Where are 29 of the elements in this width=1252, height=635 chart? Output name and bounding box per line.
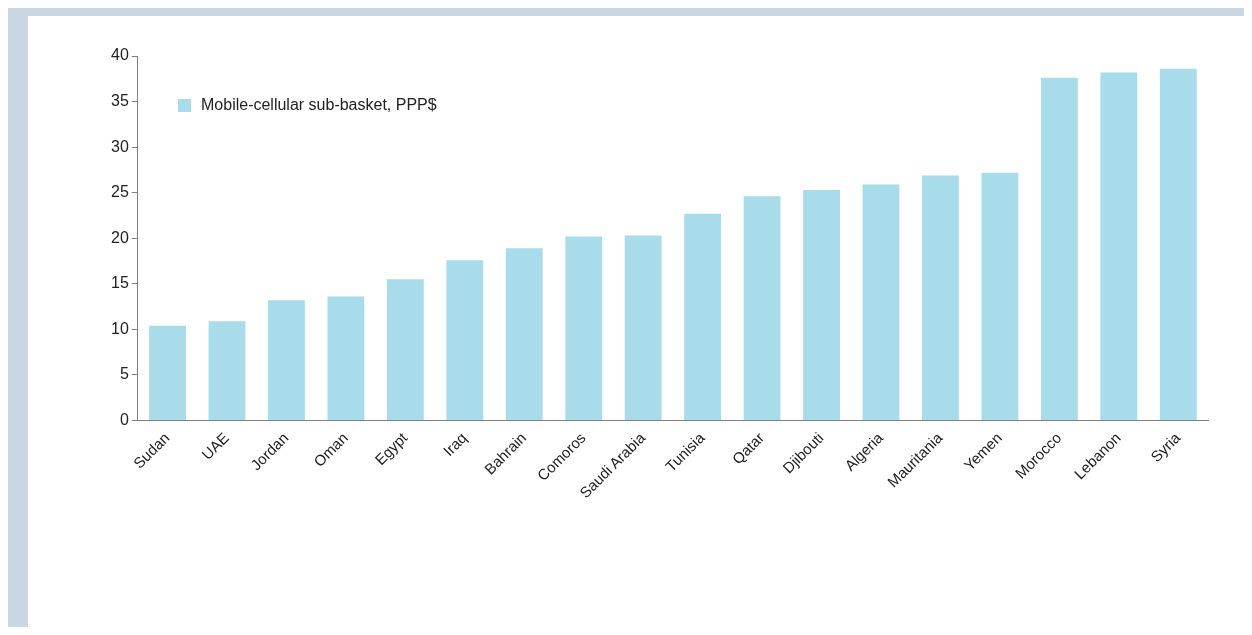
y-tick-label: 25 [111, 183, 129, 201]
bar [268, 300, 305, 421]
bar [386, 279, 424, 421]
bar [1159, 68, 1197, 421]
bar [327, 296, 365, 421]
bar [862, 184, 900, 421]
bar [1040, 77, 1078, 421]
y-tick-label: 30 [111, 137, 129, 155]
bar [208, 321, 246, 421]
bar [149, 325, 186, 421]
x-tick-label: Iraq [439, 428, 470, 460]
y-tick-label: 35 [111, 91, 129, 109]
y-tick-label: 10 [111, 319, 129, 337]
y-tick-label: 5 [119, 365, 129, 383]
y-tick-label: 0 [119, 410, 129, 428]
bar [446, 260, 484, 421]
bar [1100, 72, 1138, 421]
bar [922, 175, 959, 421]
bar [981, 172, 1019, 421]
bar [624, 235, 662, 421]
y-tick-label: 40 [111, 46, 129, 64]
legend-label: Mobile-cellular sub-basket, PPP$ [201, 96, 437, 114]
y-tick-label: 20 [111, 228, 129, 246]
bar [743, 196, 781, 421]
bar [505, 248, 543, 421]
bar [684, 213, 722, 421]
bar [565, 236, 603, 421]
y-tick-label: 15 [111, 274, 129, 292]
bar [803, 189, 840, 421]
